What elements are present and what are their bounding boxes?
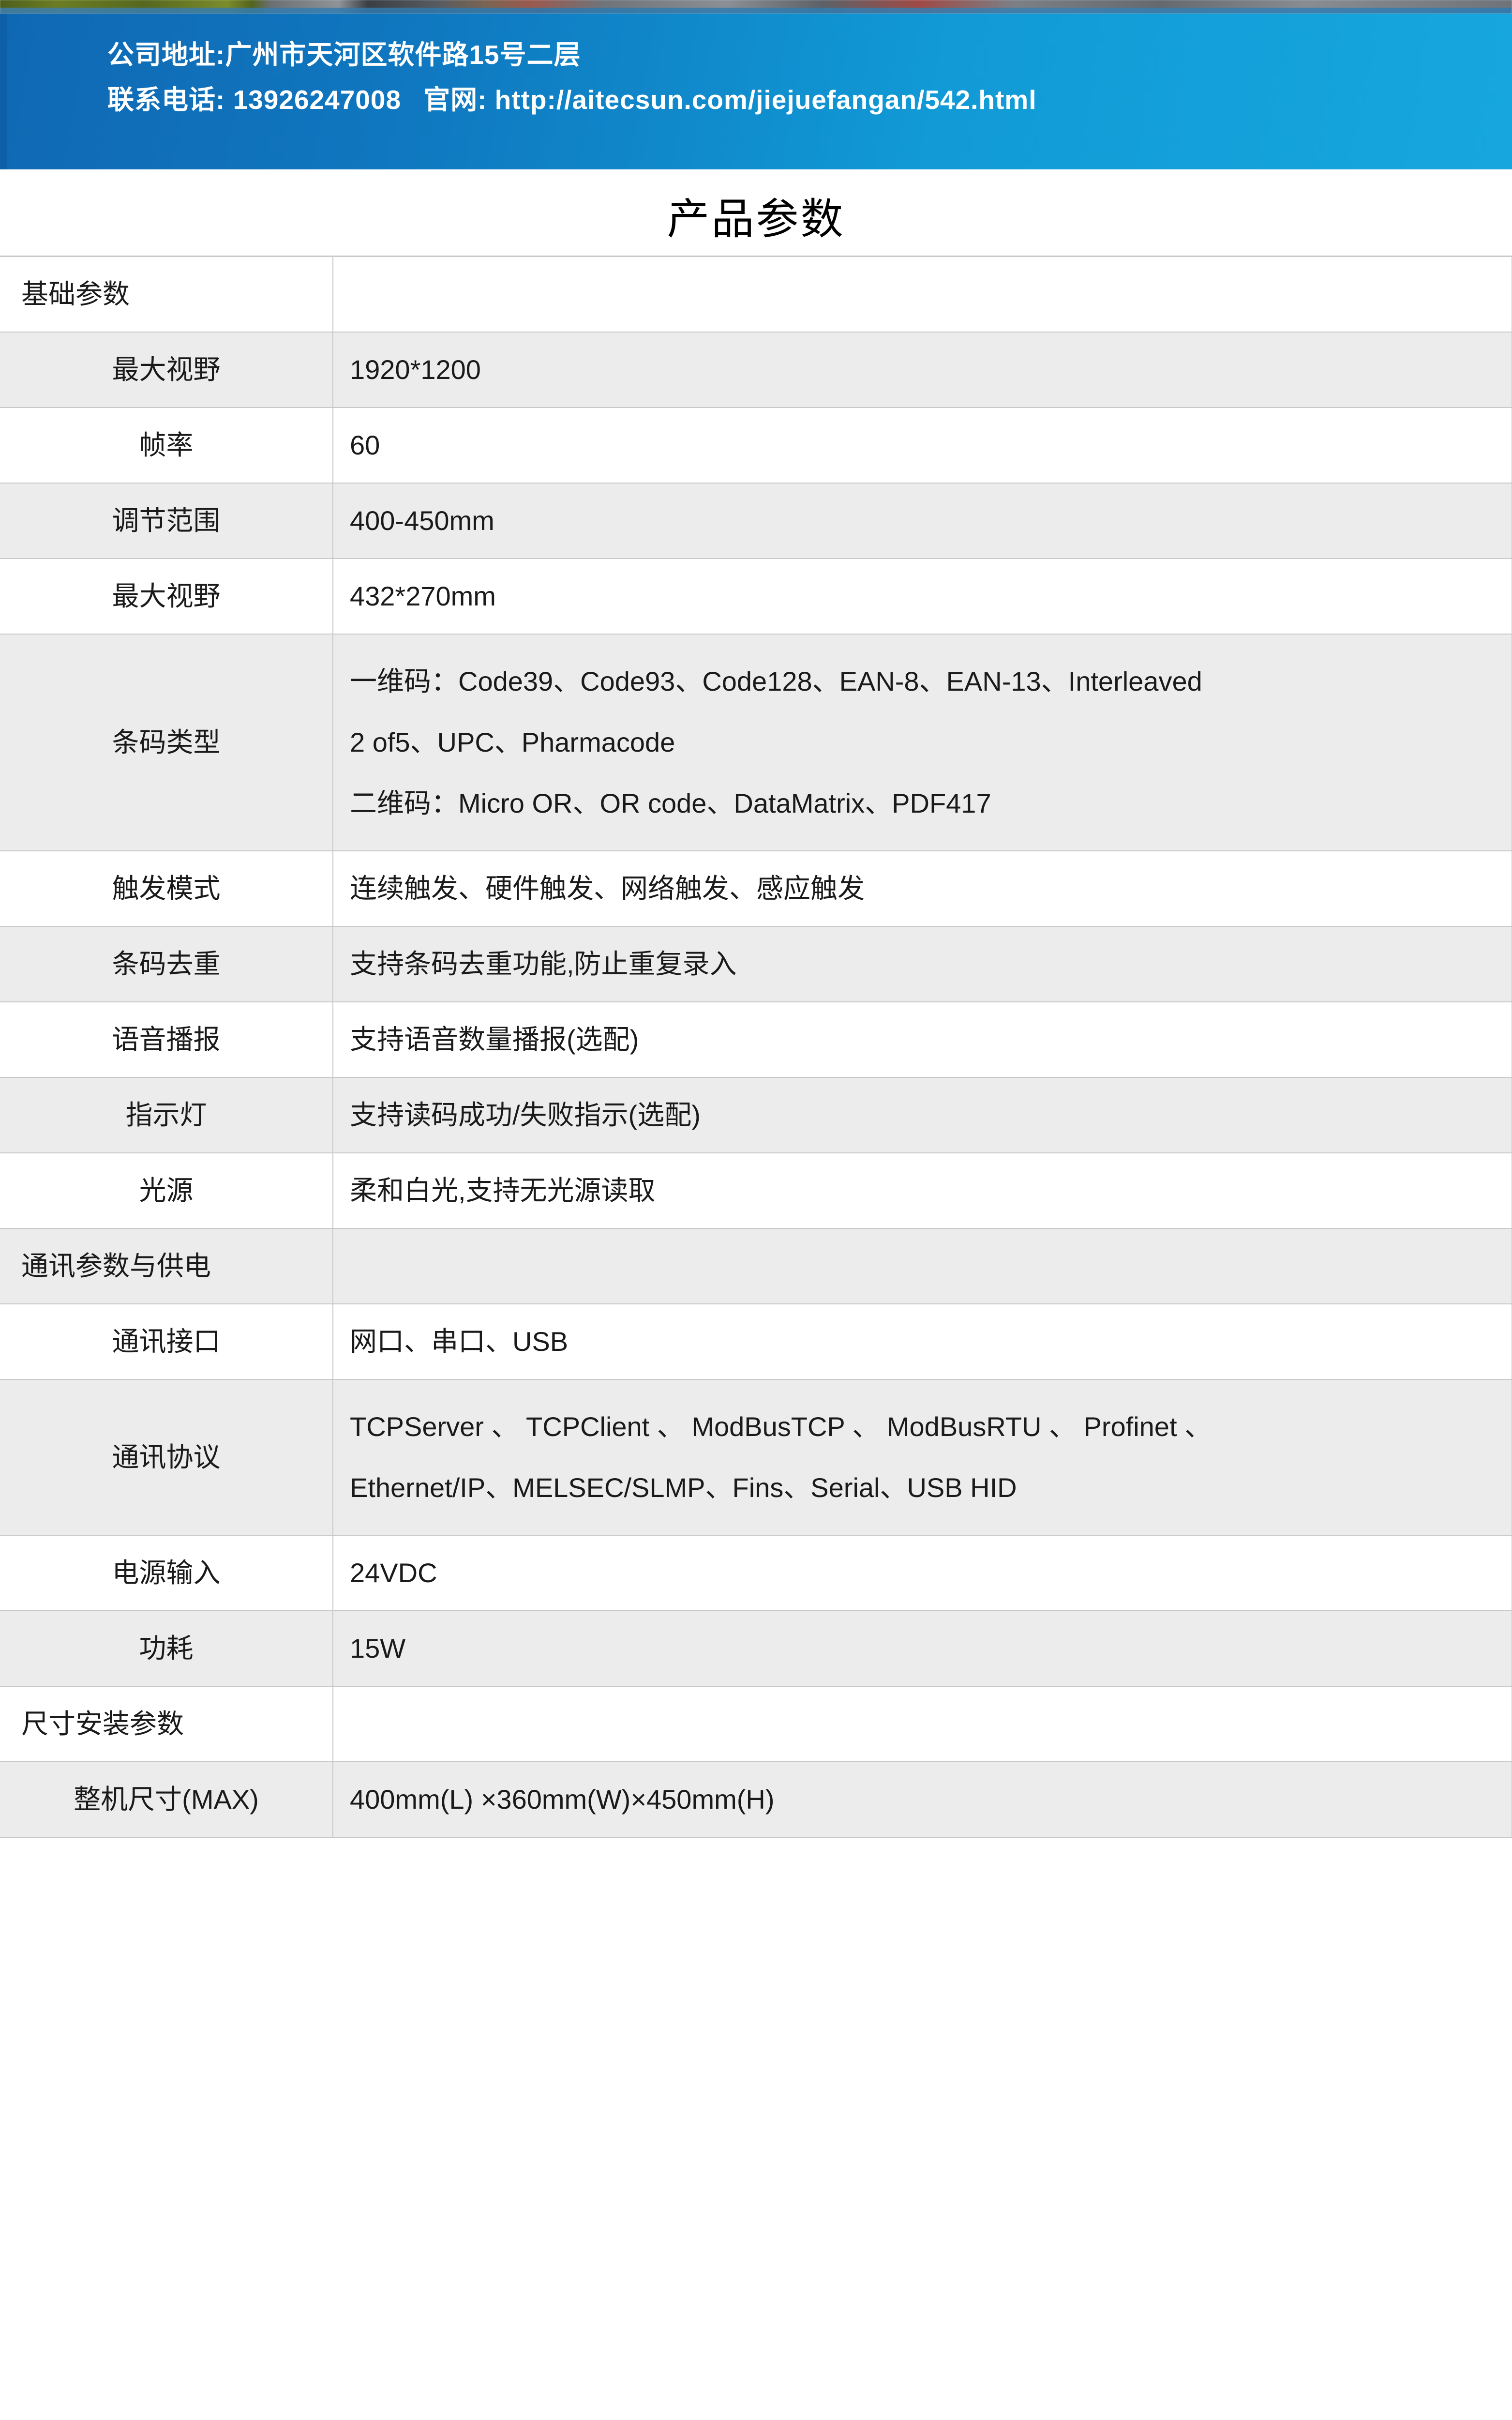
table-row: 最大视野 432*270mm bbox=[0, 559, 1512, 635]
page-title: 产品参数 bbox=[667, 195, 845, 243]
spec-label: 功耗 bbox=[0, 1611, 333, 1687]
spec-label: 指示灯 bbox=[0, 1077, 333, 1153]
table-row: 最大视野 1920*1200 bbox=[0, 332, 1512, 408]
table-row: 指示灯 支持读码成功/失败指示(选配) bbox=[0, 1077, 1512, 1153]
spec-value: 连续触发、硬件触发、网络触发、感应触发 bbox=[333, 851, 1512, 927]
table-row: 光源 柔和白光,支持无光源读取 bbox=[0, 1153, 1512, 1229]
spec-label: 条码类型 bbox=[0, 634, 333, 851]
banner-photo-strip bbox=[0, 0, 1512, 14]
spec-value: 支持语音数量播报(选配) bbox=[333, 1002, 1512, 1078]
spec-value bbox=[333, 256, 1512, 333]
spec-label: 通讯协议 bbox=[0, 1379, 333, 1536]
spec-label: 整机尺寸(MAX) bbox=[0, 1762, 333, 1838]
table-row: 通讯接口 网口、串口、USB bbox=[0, 1304, 1512, 1380]
spec-value-line: Ethernet/IP、MELSEC/SLMP、Fins、Serial、USB … bbox=[350, 1472, 1017, 1503]
table-row: 整机尺寸(MAX) 400mm(L) ×360mm(W)×450mm(H) bbox=[0, 1762, 1512, 1838]
spec-label: 最大视野 bbox=[0, 559, 333, 635]
banner-left-edge bbox=[0, 14, 7, 169]
section-label: 通讯参数与供电 bbox=[0, 1228, 333, 1304]
spec-value-line: 2 of5、UPC、Pharmacode bbox=[350, 727, 675, 757]
spec-value bbox=[333, 1686, 1512, 1762]
contact-phone: 联系电话: 13926247008 bbox=[107, 85, 402, 115]
spec-label: 触发模式 bbox=[0, 851, 333, 927]
spec-value: 一维码：Code39、Code93、Code128、EAN-8、EAN-13、I… bbox=[333, 634, 1512, 851]
section-label: 尺寸安装参数 bbox=[0, 1686, 333, 1762]
spec-label: 帧率 bbox=[0, 408, 333, 484]
spec-label: 最大视野 bbox=[0, 332, 333, 408]
spec-value: 网口、串口、USB bbox=[333, 1304, 1512, 1380]
table-row: 功耗 15W bbox=[0, 1611, 1512, 1687]
spec-label: 语音播报 bbox=[0, 1002, 333, 1078]
table-row: 条码去重 支持条码去重功能,防止重复录入 bbox=[0, 926, 1512, 1002]
table-row: 触发模式 连续触发、硬件触发、网络触发、感应触发 bbox=[0, 851, 1512, 927]
spec-value: 24VDC bbox=[333, 1535, 1512, 1611]
table-section-row: 尺寸安装参数 bbox=[0, 1686, 1512, 1762]
contact-line: 联系电话: 13926247008 官网: http://aitecsun.com… bbox=[107, 87, 1037, 113]
table-row: 通讯协议 TCPServer 、 TCPClient 、 ModBusTCP 、 … bbox=[0, 1379, 1512, 1536]
spec-label: 调节范围 bbox=[0, 483, 333, 559]
section-label: 基础参数 bbox=[0, 256, 333, 333]
spec-label: 通讯接口 bbox=[0, 1304, 333, 1380]
product-spec-table: 基础参数 最大视野 1920*1200 帧率 60 调节范围 400-450mm 最大视野 43… bbox=[0, 256, 1512, 1838]
spec-value-line: 二维码：Micro OR、OR code、DataMatrix、PDF417 bbox=[350, 788, 991, 818]
spec-value: 柔和白光,支持无光源读取 bbox=[333, 1153, 1512, 1229]
table-row: 电源输入 24VDC bbox=[0, 1535, 1512, 1611]
table-row: 语音播报 支持语音数量播报(选配) bbox=[0, 1002, 1512, 1078]
banner-contact-block: 公司地址:广州市天河区软件路15号二层 联系电话: 13926247008 官网:… bbox=[107, 42, 1037, 113]
spec-value: 400-450mm bbox=[333, 483, 1512, 559]
spec-value-line: TCPServer 、 TCPClient 、 ModBusTCP 、 ModB… bbox=[350, 1411, 1212, 1442]
spec-value: 432*270mm bbox=[333, 559, 1512, 635]
spec-value: 1920*1200 bbox=[333, 332, 1512, 408]
spec-value: TCPServer 、 TCPClient 、 ModBusTCP 、 ModB… bbox=[333, 1379, 1512, 1536]
official-website-link[interactable]: 官网: http://aitecsun.com/jiejuefangan/542… bbox=[423, 85, 1037, 115]
table-row: 帧率 60 bbox=[0, 408, 1512, 484]
banner-blue-bar bbox=[0, 14, 1512, 169]
table-row: 调节范围 400-450mm bbox=[0, 483, 1512, 559]
spec-label: 电源输入 bbox=[0, 1535, 333, 1611]
spec-label: 光源 bbox=[0, 1153, 333, 1229]
table-section-row: 基础参数 bbox=[0, 256, 1512, 333]
spec-value: 400mm(L) ×360mm(W)×450mm(H) bbox=[333, 1762, 1512, 1838]
spec-value: 支持条码去重功能,防止重复录入 bbox=[333, 926, 1512, 1002]
spec-table-body: 基础参数 最大视野 1920*1200 帧率 60 调节范围 400-450mm 最大视野 43… bbox=[0, 256, 1512, 1838]
spec-label: 条码去重 bbox=[0, 926, 333, 1002]
table-row: 条码类型 一维码：Code39、Code93、Code128、EAN-8、EAN-… bbox=[0, 634, 1512, 851]
spec-value-line: 一维码：Code39、Code93、Code128、EAN-8、EAN-13、I… bbox=[350, 666, 1202, 696]
table-section-row: 通讯参数与供电 bbox=[0, 1228, 1512, 1304]
spec-value: 支持读码成功/失败指示(选配) bbox=[333, 1077, 1512, 1153]
spec-value: 15W bbox=[333, 1611, 1512, 1687]
top-banner: 公司地址:广州市天河区软件路15号二层 联系电话: 13926247008 官网:… bbox=[0, 0, 1512, 169]
company-address: 公司地址:广州市天河区软件路15号二层 bbox=[107, 40, 581, 70]
spec-value bbox=[333, 1228, 1512, 1304]
spec-value: 60 bbox=[333, 408, 1512, 484]
